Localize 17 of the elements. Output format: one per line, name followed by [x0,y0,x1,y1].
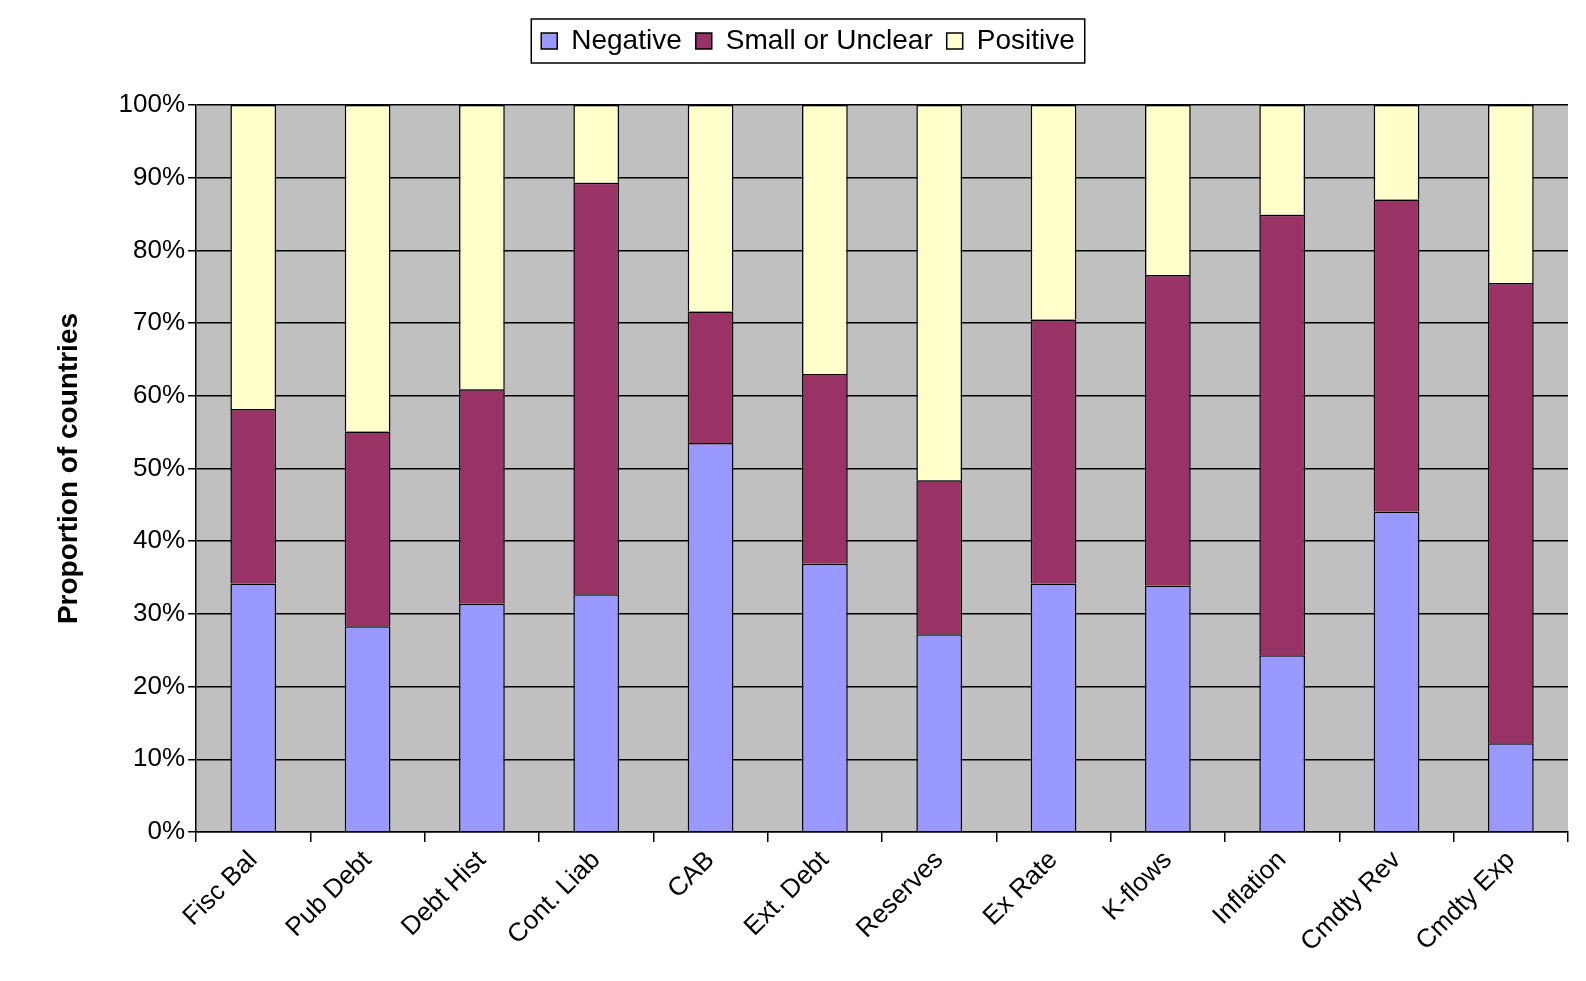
y-tick-label: 0% [147,815,186,846]
y-tick-label: 50% [133,451,186,482]
legend-label: Small or Unclear [725,23,933,55]
legend-label: Negative [571,23,682,55]
x-tick-label: Fisc Bal [175,844,263,931]
y-tick-label: 100% [118,88,186,119]
y-tick-label: 70% [133,306,186,337]
y-tick-label: 60% [133,378,186,409]
y-tick-label: 10% [133,742,186,773]
y-tick-label: 40% [133,524,186,555]
y-tick-label: 20% [133,669,186,700]
y-tick-label: 90% [133,160,186,191]
x-tick-label: CAB [660,844,720,904]
y-tick-label: 80% [133,233,186,264]
y-tick-label: 30% [133,597,186,628]
legend-label: Positive [976,23,1075,55]
y-axis-title: Proportion of countries [51,312,83,625]
